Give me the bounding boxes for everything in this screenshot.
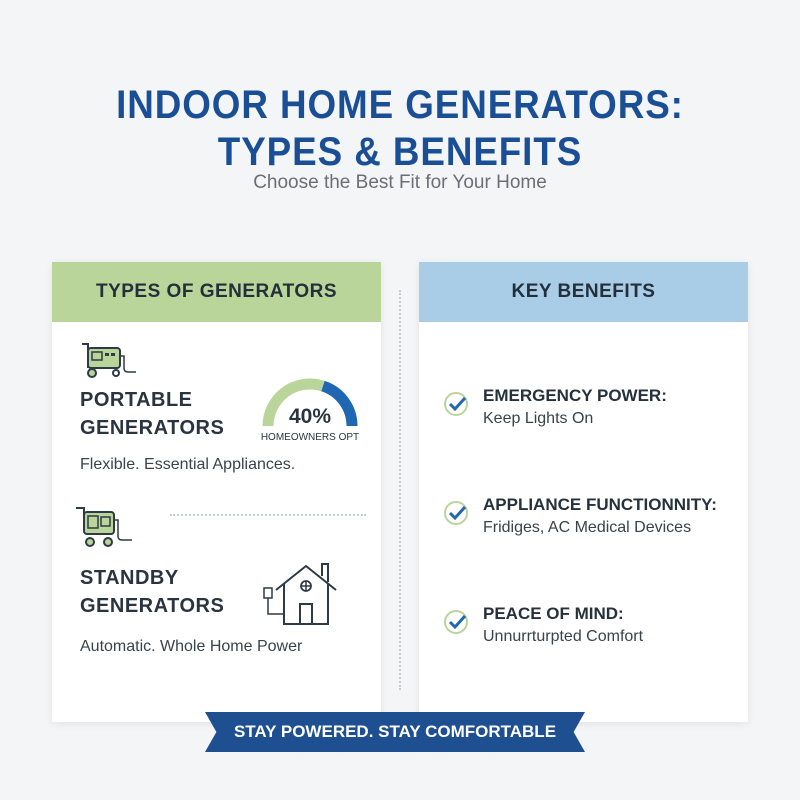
standby-generator-icon (76, 507, 132, 547)
gauge-caption: HOMEOWNERS OPT (260, 432, 360, 443)
divider (170, 514, 366, 516)
gauge-value: 40% (288, 405, 332, 428)
center-divider (399, 290, 401, 690)
benefits-heading: KEY BENEFITS (419, 262, 748, 322)
gauge (262, 378, 358, 427)
types-heading: TYPES OF GENERATORS (52, 262, 381, 322)
page-title: INDOOR HOME GENERATORS: TYPES & BENEFITS (116, 83, 684, 174)
standby-title: STANDBY GENERATORS (80, 567, 225, 617)
subtitle: Choose the Best Fit for Your Home (253, 172, 547, 193)
benefit-title: EMERGENCY POWER: (483, 386, 667, 405)
gauge-track-green (262, 378, 325, 427)
benefit-desc: Fridiges, AC Medical Devices (483, 519, 692, 536)
benefit-item: PEACE OF MIND: Unnurrturpted Comfort (443, 604, 643, 646)
gauge-fill-blue (321, 380, 358, 427)
check-circle-icon (444, 501, 468, 525)
types-panel: TYPES OF GENERATORS PORTABLE GENERATORS F… (52, 262, 381, 722)
benefit-item: EMERGENCY POWER: Keep Lights On (443, 386, 667, 428)
house-icon (263, 563, 337, 625)
check-circle-icon (444, 392, 468, 416)
benefit-desc: Unnurrturpted Comfort (483, 628, 644, 645)
benefit-item: APPLIANCE FUNCTIONNITY: Fridiges, AC Medi… (443, 495, 717, 537)
benefit-title: APPLIANCE FUNCTIONNITY: (483, 495, 717, 514)
standby-desc: Automatic. Whole Home Power (80, 638, 303, 655)
portable-title: PORTABLE GENERATORS (80, 389, 225, 439)
portable-generator-icon (82, 343, 136, 378)
portable-desc: Flexible. Essential Appliances. (80, 456, 296, 473)
footer-banner: STAY POWERED. STAY COMFORTABLE (205, 712, 585, 752)
benefit-desc: Keep Lights On (483, 410, 594, 427)
benefits-panel: KEY BENEFITS EMERGENCY POWER: Keep Lights… (419, 262, 748, 722)
check-circle-icon (444, 610, 468, 634)
benefit-title: PEACE OF MIND: (483, 604, 624, 623)
